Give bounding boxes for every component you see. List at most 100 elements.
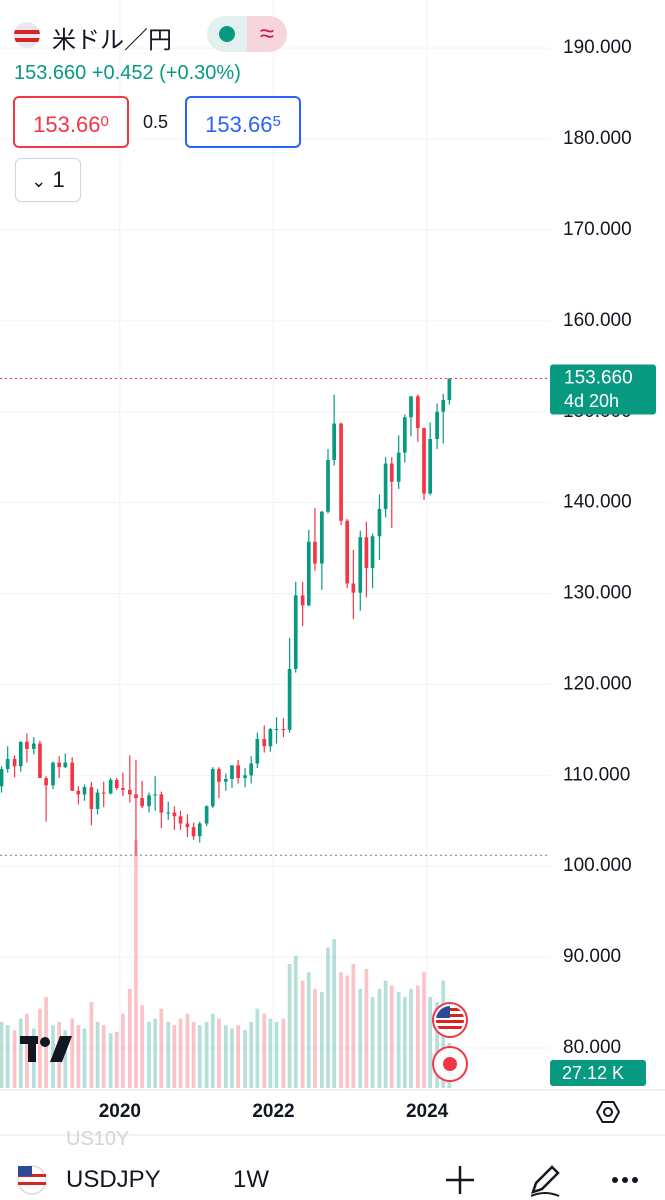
candle-body bbox=[134, 794, 138, 799]
volume-bar bbox=[306, 972, 311, 1088]
ask-price: 153.66 bbox=[205, 112, 273, 137]
candle-body bbox=[332, 423, 336, 460]
volume-bar bbox=[345, 975, 350, 1088]
add-button[interactable] bbox=[446, 1166, 474, 1194]
buy-button[interactable]: 153.665 bbox=[185, 96, 301, 148]
market-status[interactable]: ≈ bbox=[207, 16, 287, 52]
candle-body bbox=[12, 758, 17, 767]
candle-body bbox=[389, 463, 394, 482]
candle-body bbox=[121, 788, 125, 790]
volume-bar bbox=[223, 1025, 228, 1088]
candle-body bbox=[236, 765, 240, 779]
volume-bar bbox=[166, 1021, 171, 1088]
volume-bar bbox=[178, 1018, 183, 1088]
volume-label: 27.12 K bbox=[562, 1063, 624, 1083]
candle-body bbox=[140, 798, 144, 807]
volume-bar bbox=[281, 1018, 286, 1088]
last-price-badge bbox=[550, 364, 656, 415]
candle-body bbox=[422, 428, 426, 494]
volume-bar bbox=[389, 985, 394, 1088]
candle-body bbox=[326, 459, 330, 512]
volume-bar bbox=[12, 1030, 17, 1088]
last-price: 153.660 bbox=[14, 62, 87, 84]
candle-body bbox=[293, 595, 298, 669]
volume-bar bbox=[197, 1025, 202, 1088]
volume-bar bbox=[217, 1018, 221, 1088]
settings-icon[interactable] bbox=[595, 1101, 621, 1123]
volume-bar bbox=[383, 980, 388, 1088]
volume-bar bbox=[255, 1008, 260, 1088]
volume-bar bbox=[287, 964, 292, 1088]
candle-body bbox=[435, 411, 439, 440]
volume-bar bbox=[293, 955, 298, 1088]
x-tick-label: 2024 bbox=[406, 1101, 449, 1122]
candle-body bbox=[127, 789, 132, 795]
candle-body bbox=[5, 758, 10, 769]
indicator-count: 1 bbox=[52, 167, 65, 192]
volume-bar bbox=[82, 1028, 87, 1088]
candle-layer bbox=[0, 378, 452, 856]
volume-bar bbox=[101, 1025, 106, 1088]
volume-bar bbox=[172, 1025, 177, 1088]
y-tick-label: 80.000 bbox=[563, 1037, 621, 1058]
y-tick-label: 190.000 bbox=[563, 37, 632, 58]
indicator-toggle[interactable]: ⌄ 1 bbox=[15, 158, 81, 202]
candle-body bbox=[101, 792, 106, 794]
ask-pip: 5 bbox=[272, 113, 281, 130]
volume-bar bbox=[313, 988, 317, 1088]
grid-layer bbox=[0, 0, 550, 1088]
volume-bar bbox=[358, 988, 363, 1088]
japan-flag-button[interactable] bbox=[432, 1046, 468, 1082]
volume-bar bbox=[339, 972, 343, 1088]
candle-body bbox=[243, 775, 247, 779]
candle-body bbox=[339, 423, 343, 521]
volume-bar bbox=[89, 1002, 94, 1088]
volume-badge bbox=[550, 1060, 646, 1086]
volume-bar bbox=[70, 1018, 75, 1088]
volume-bar bbox=[262, 1013, 267, 1088]
candle-body bbox=[166, 812, 171, 814]
candle-body bbox=[409, 396, 413, 418]
y-tick-label: 90.000 bbox=[563, 946, 621, 967]
candle-body bbox=[210, 768, 215, 807]
volume-bar bbox=[210, 1013, 215, 1088]
tradingview-logo bbox=[20, 1036, 72, 1062]
more-button[interactable] bbox=[612, 1177, 638, 1183]
volume-bar bbox=[300, 980, 305, 1088]
candle-body bbox=[230, 765, 234, 779]
volume-bar bbox=[370, 997, 375, 1088]
candle-body bbox=[51, 762, 55, 786]
candle-body bbox=[416, 396, 420, 429]
us-flag-button[interactable] bbox=[432, 1002, 468, 1038]
y-tick-label: 140.000 bbox=[563, 492, 632, 513]
candle-body bbox=[447, 378, 452, 400]
candle-body bbox=[441, 399, 446, 412]
candle-body bbox=[44, 778, 48, 786]
candle-body bbox=[153, 794, 158, 796]
candle-body bbox=[287, 668, 292, 730]
spread: 0.5 bbox=[143, 112, 169, 132]
x-tick-label: 2020 bbox=[99, 1101, 141, 1122]
footer-symbol[interactable]: USDJPY bbox=[66, 1166, 161, 1193]
symbol-flag bbox=[14, 22, 40, 48]
volume-bar bbox=[140, 1005, 144, 1088]
symbol-name: 米ドル／円 bbox=[52, 27, 172, 54]
footer-flag bbox=[17, 1165, 47, 1195]
candle-body bbox=[147, 795, 151, 807]
sell-button[interactable]: 153.660 bbox=[13, 96, 129, 148]
candle-body bbox=[274, 728, 279, 730]
volume-bar bbox=[108, 1033, 113, 1088]
volume-bar bbox=[153, 1018, 158, 1088]
candle-body bbox=[197, 823, 202, 837]
volume-bar bbox=[396, 992, 401, 1088]
candle-body bbox=[396, 452, 401, 482]
draw-button[interactable] bbox=[530, 1165, 560, 1197]
candle-body bbox=[223, 778, 228, 782]
volume-bar bbox=[230, 1028, 234, 1088]
candle-body bbox=[89, 787, 94, 809]
volume-bar bbox=[185, 1013, 190, 1088]
candle-body bbox=[281, 728, 286, 730]
volume-bar bbox=[274, 1021, 279, 1088]
footer-interval[interactable]: 1W bbox=[233, 1166, 269, 1193]
volume-bar bbox=[416, 985, 420, 1088]
